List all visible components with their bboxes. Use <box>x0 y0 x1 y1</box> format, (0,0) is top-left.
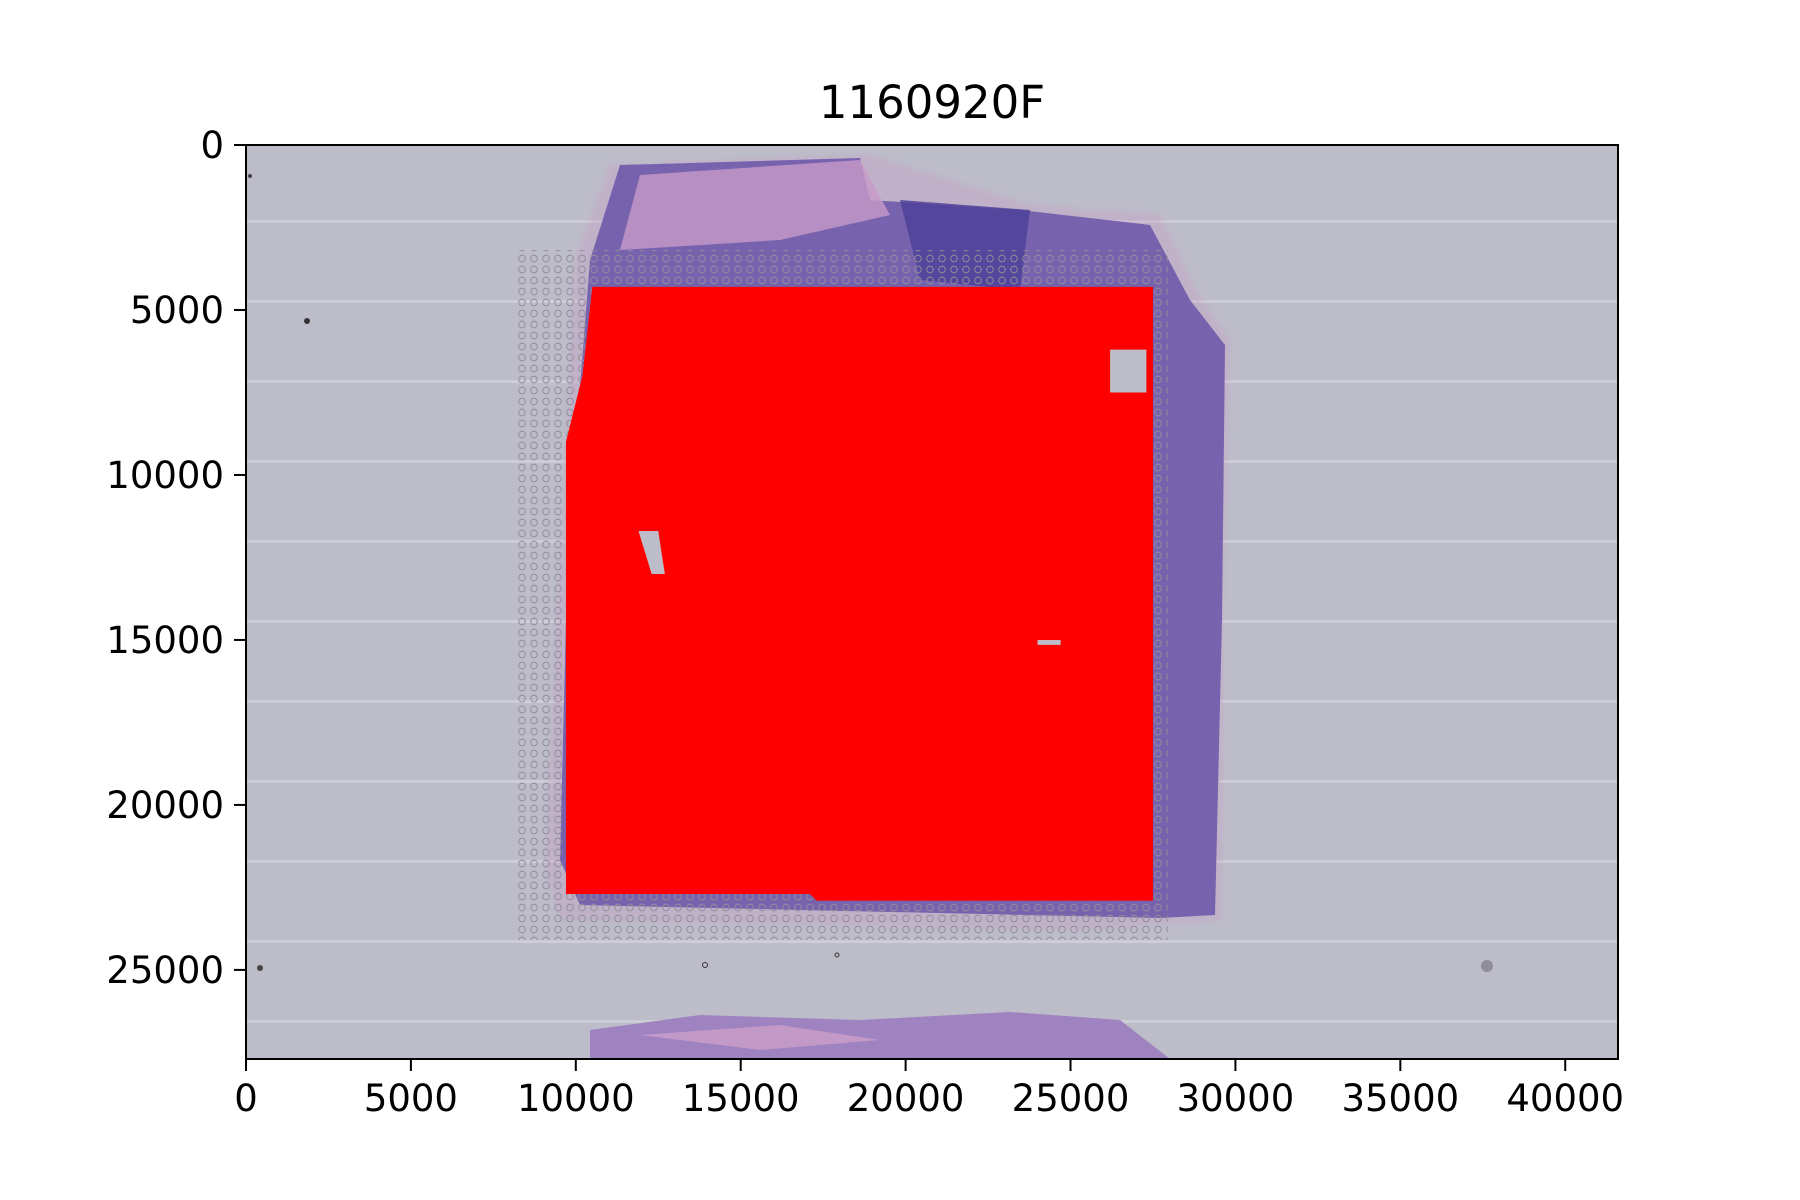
x-tick-label: 25000 <box>1012 1077 1130 1120</box>
plot-area <box>246 145 1618 1059</box>
x-tick-label: 0 <box>234 1077 258 1120</box>
x-tick-label: 15000 <box>682 1077 800 1120</box>
spot-gap <box>1037 639 1061 645</box>
spot-gap <box>1110 349 1147 393</box>
x-tick-label: 30000 <box>1177 1077 1295 1120</box>
x-tick-label: 20000 <box>847 1077 965 1120</box>
data-points-layer <box>565 286 1153 901</box>
y-tick-label: 15000 <box>106 619 224 662</box>
plot-frame <box>245 144 1619 1060</box>
chart-title: 1160920F <box>819 76 1045 129</box>
x-tick-label: 5000 <box>364 1077 458 1120</box>
spot-gap <box>638 531 665 574</box>
y-tick-label: 20000 <box>106 784 224 827</box>
y-tick-label: 5000 <box>130 289 224 332</box>
x-tick-label: 40000 <box>1506 1077 1624 1120</box>
y-tick-label: 0 <box>200 124 224 167</box>
y-axis: 0 5000 10000 15000 20000 25000 <box>106 124 246 992</box>
x-tick-label: 35000 <box>1341 1077 1459 1120</box>
x-tick-label: 10000 <box>517 1077 635 1120</box>
y-tick-label: 25000 <box>106 949 224 992</box>
spot-cluster <box>565 286 1153 901</box>
y-tick-label: 10000 <box>106 454 224 497</box>
x-axis: 0 5000 10000 15000 20000 25000 30000 35000 40000 <box>234 1059 1624 1120</box>
